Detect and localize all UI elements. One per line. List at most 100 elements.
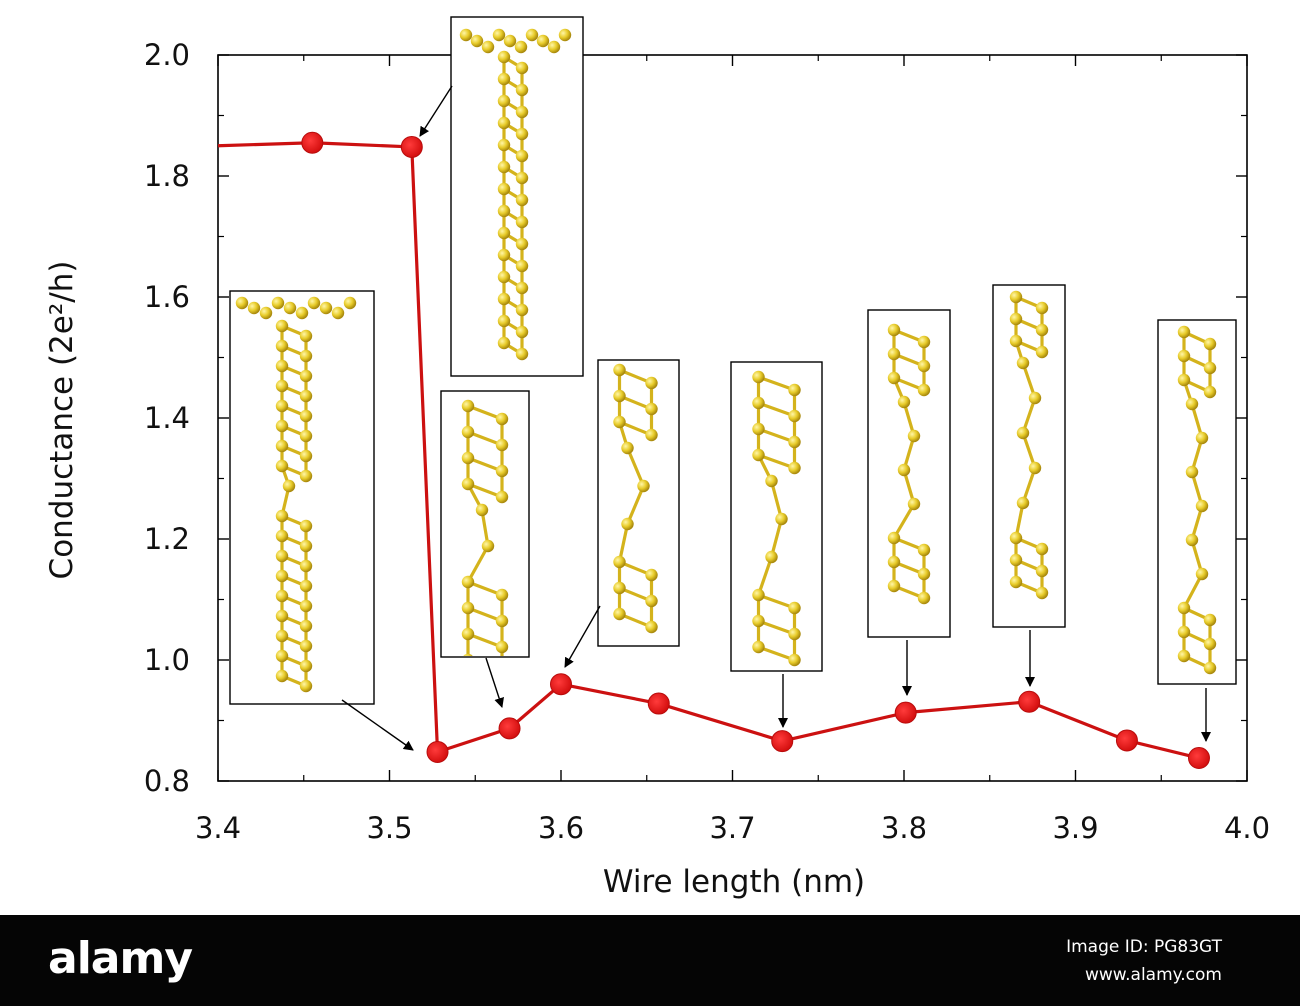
atom-structure — [887, 323, 931, 605]
atom — [645, 594, 658, 608]
atom — [645, 376, 658, 390]
data-point — [1115, 729, 1138, 752]
atom-structure — [1177, 325, 1217, 675]
atom — [481, 40, 495, 54]
x-tick-label: 3.5 — [366, 811, 412, 845]
atom — [495, 438, 509, 452]
x-tick-label: 4.0 — [1224, 811, 1270, 845]
atom — [497, 314, 511, 328]
atom — [1203, 337, 1217, 351]
x-tick-label: 3.4 — [195, 811, 241, 845]
atom — [503, 34, 517, 48]
atom — [497, 116, 511, 130]
atom — [752, 614, 765, 628]
atom-bond — [757, 401, 796, 418]
atom — [765, 474, 778, 488]
atom — [621, 441, 634, 455]
atom — [887, 531, 901, 545]
atom — [515, 259, 529, 273]
alamy-logo: alamy — [48, 933, 193, 984]
atom-bond — [892, 503, 916, 539]
atom — [637, 479, 650, 493]
atom — [887, 371, 901, 385]
atom — [621, 517, 634, 531]
atom-bond — [468, 660, 502, 673]
atom — [492, 28, 506, 42]
atom — [788, 653, 801, 667]
atom — [295, 306, 309, 320]
atom-structure — [752, 370, 801, 667]
axes: 3.4 3.5 3.6 3.7 3.8 3.9 4.0 0.8 1.0 1.2 1.4 1.6 1.8 2… — [144, 38, 1270, 845]
atom — [1016, 496, 1030, 510]
atom — [1195, 431, 1209, 445]
atom — [645, 428, 658, 442]
atom — [788, 383, 801, 397]
wire-structure-inset — [229, 290, 375, 705]
atom-bond — [757, 645, 796, 662]
atom — [613, 363, 626, 377]
atom — [775, 512, 788, 526]
atom — [887, 579, 901, 593]
atom — [1035, 323, 1049, 337]
atom — [515, 281, 529, 295]
y-axis-label: Conductance (2e²/h) — [44, 261, 80, 580]
atom — [515, 105, 529, 119]
atom — [235, 296, 249, 310]
atom — [461, 425, 475, 439]
insets — [229, 16, 1237, 705]
atom-structure — [1009, 290, 1049, 600]
atom — [299, 639, 313, 653]
atom-bond — [1182, 573, 1204, 609]
atom — [917, 567, 931, 581]
y-tick-label: 1.2 — [144, 522, 190, 556]
atom — [275, 459, 289, 473]
atom — [1203, 661, 1217, 675]
atom-bond — [757, 427, 796, 444]
axis-labels: Wire length (nm) Conductance (2e²/h) — [44, 261, 865, 900]
atom-bond — [757, 375, 796, 392]
image-id: Image ID: PG83GT — [1066, 937, 1222, 957]
atom — [275, 529, 289, 543]
atom — [788, 601, 801, 615]
atom — [497, 94, 511, 108]
atom — [275, 589, 289, 603]
y-tick-label: 1.0 — [144, 643, 190, 677]
data-point — [1018, 690, 1041, 713]
atom — [283, 301, 297, 315]
atom-bond — [757, 593, 796, 610]
atom — [497, 292, 511, 306]
atom — [1016, 426, 1030, 440]
atom-bond — [769, 518, 784, 558]
atom — [515, 83, 529, 97]
atom — [1035, 345, 1049, 359]
data-point — [550, 673, 572, 696]
atom — [1009, 334, 1023, 348]
atom — [497, 226, 511, 240]
atom — [788, 627, 801, 641]
atom — [299, 659, 313, 673]
wire-structure-inset — [730, 361, 823, 672]
atom — [613, 389, 626, 403]
atom — [497, 182, 511, 196]
atom — [459, 28, 473, 42]
atom — [275, 669, 289, 683]
atom — [495, 412, 509, 426]
atom — [299, 679, 313, 693]
atom — [515, 149, 529, 163]
atom — [495, 464, 509, 478]
atom — [497, 160, 511, 174]
atom — [495, 490, 509, 504]
atom — [1203, 385, 1217, 399]
atom — [1035, 564, 1049, 578]
wire-structure-inset — [867, 309, 951, 638]
atom — [275, 649, 289, 663]
atom — [515, 303, 529, 317]
atom — [247, 301, 261, 315]
atom — [645, 620, 658, 634]
atom — [299, 559, 313, 573]
atom — [470, 34, 484, 48]
atom-structure — [461, 399, 509, 673]
atom — [1035, 586, 1049, 600]
atom — [645, 568, 658, 582]
atom — [1195, 499, 1209, 513]
